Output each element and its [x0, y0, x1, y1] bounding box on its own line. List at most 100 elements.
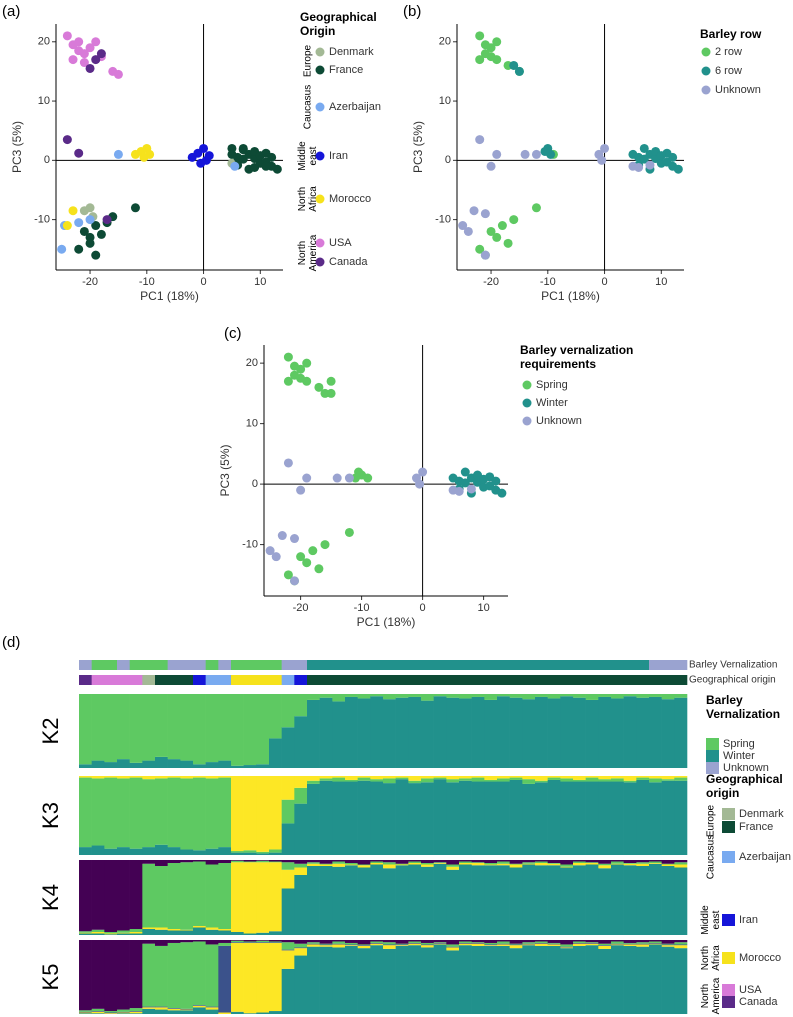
- admixture-bar: [307, 780, 320, 784]
- admixture-bar: [117, 1012, 130, 1014]
- point: [475, 244, 485, 254]
- admixture-bar: [129, 1008, 143, 1012]
- x-tick-label: -20: [82, 276, 98, 288]
- admixture-bar: [522, 940, 536, 943]
- admixture-bar: [497, 944, 510, 946]
- admixture-bar: [661, 946, 675, 1014]
- admixture-bar: [623, 863, 637, 864]
- admixture-bar: [256, 860, 270, 863]
- point: [290, 370, 299, 380]
- point: [344, 527, 354, 537]
- admixture-bar: [598, 945, 612, 946]
- admixture-bar: [205, 1009, 219, 1014]
- admixture-bar: [104, 762, 118, 768]
- admixture-bar: [357, 776, 371, 778]
- point: [302, 358, 312, 368]
- admixture-bar: [585, 943, 599, 946]
- admixture-bar: [332, 777, 346, 782]
- admixture-bar: [509, 779, 523, 855]
- point: [91, 250, 101, 260]
- admixture-bar: [269, 860, 282, 862]
- admixture-bar: [674, 694, 688, 698]
- admixture-bar: [167, 930, 181, 935]
- admixture-bar: [294, 787, 308, 804]
- admixture-bar: [357, 944, 371, 946]
- point: [492, 149, 502, 159]
- admixture-bar: [484, 940, 498, 943]
- legend-label: 6 row: [715, 65, 742, 77]
- admixture-bar: [256, 1012, 270, 1014]
- point: [503, 238, 513, 248]
- admixture-bar: [269, 1011, 282, 1014]
- point: [634, 162, 644, 172]
- point: [415, 479, 425, 489]
- admixture-bar: [674, 944, 688, 946]
- admixture-bar: [319, 863, 333, 865]
- admixture-bar: [573, 942, 586, 944]
- legend-title: Barley vernalization requirements: [520, 343, 634, 371]
- admixture-bar: [104, 934, 118, 935]
- admixture-bar: [332, 944, 346, 948]
- annotation-segment: [307, 660, 650, 670]
- admixture-bar: [433, 777, 447, 780]
- admixture-bar: [509, 860, 523, 864]
- point: [91, 55, 101, 65]
- admixture-bar: [231, 940, 244, 943]
- admixture-bar: [484, 779, 498, 782]
- admixture-bar: [319, 694, 333, 698]
- admixture-bar: [509, 943, 523, 945]
- point: [238, 154, 248, 164]
- point: [540, 146, 550, 156]
- admixture-bar: [471, 945, 485, 1014]
- legend-swatch: [722, 808, 735, 820]
- admixture-bar: [395, 944, 409, 946]
- legend-swatch: [315, 47, 325, 57]
- admixture-bar: [269, 776, 282, 850]
- y-tick-label: -10: [34, 214, 50, 226]
- point: [302, 473, 312, 483]
- admixture-bar: [636, 943, 650, 945]
- admixture-bar: [674, 940, 688, 943]
- admixture-bar: [560, 946, 574, 948]
- admixture-bar: [117, 759, 130, 768]
- admixture-bar: [294, 955, 308, 1014]
- admixture-bar: [560, 694, 574, 697]
- admixture-bar: [167, 1008, 181, 1009]
- admixture-bar: [509, 777, 523, 780]
- admixture-bar: [307, 940, 320, 943]
- admixture-bar: [611, 698, 624, 768]
- admixture-bar: [535, 780, 548, 783]
- admixture-bar: [547, 698, 561, 768]
- x-tick-label: -20: [483, 276, 499, 288]
- admixture-bar: [117, 1009, 130, 1012]
- admixture-bar: [573, 779, 586, 782]
- admixture-bar: [598, 943, 612, 946]
- admixture-bar: [256, 942, 270, 1013]
- y-tick-label: -10: [435, 214, 451, 226]
- admixture-bar: [661, 860, 675, 864]
- admixture-bar: [91, 760, 105, 768]
- admixture-bar: [484, 699, 498, 768]
- admixture-bar: [611, 776, 624, 779]
- admixture-bar: [649, 694, 662, 697]
- admixture-bar: [79, 694, 92, 765]
- admixture-bar: [560, 866, 574, 868]
- y-tick-label: 20: [246, 357, 258, 369]
- y-axis-title: PC3 (5%): [411, 121, 425, 173]
- admixture-bar: [623, 694, 637, 697]
- point: [497, 488, 507, 498]
- admixture-bar: [345, 940, 358, 943]
- admixture-bar: [446, 860, 460, 865]
- admixture-bar: [547, 940, 561, 943]
- admixture-bar: [509, 945, 523, 949]
- point: [314, 382, 324, 392]
- admixture-bar: [661, 694, 675, 700]
- admixture-bar: [231, 851, 244, 853]
- admixture-bar: [294, 803, 308, 855]
- admixture-bar: [395, 776, 409, 778]
- admixture-bar: [421, 945, 434, 948]
- admixture-bar: [598, 868, 612, 935]
- admixture-bar: [560, 778, 574, 782]
- admixture-bar: [547, 777, 561, 780]
- x-tick-label: 0: [601, 276, 607, 288]
